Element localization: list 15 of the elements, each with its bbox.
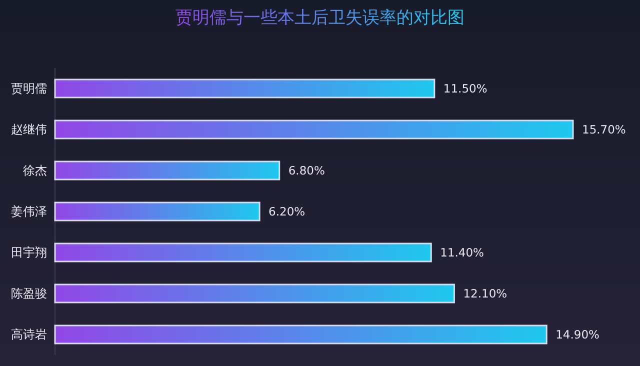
value-label: 6.20% [268, 204, 306, 218]
value-label: 14.90% [556, 328, 600, 342]
category-label: 姜伟泽 [11, 204, 47, 218]
category-label: 贾明儒 [11, 82, 47, 96]
value-label: 12.10% [463, 286, 508, 300]
value-label: 15.70% [582, 122, 626, 136]
value-label: 6.80% [288, 164, 325, 178]
category-label: 赵继伟 [11, 122, 47, 136]
category-label: 田宇翔 [11, 246, 47, 260]
category-label: 徐杰 [23, 164, 47, 178]
category-label: 陈盈骏 [11, 286, 47, 300]
category-label: 高诗岩 [11, 328, 47, 342]
title: 贾明儒与一些本土后卫失误率的对比图 [176, 8, 464, 28]
value-label: 11.40% [440, 246, 484, 260]
value-label: 11.50% [443, 82, 488, 96]
